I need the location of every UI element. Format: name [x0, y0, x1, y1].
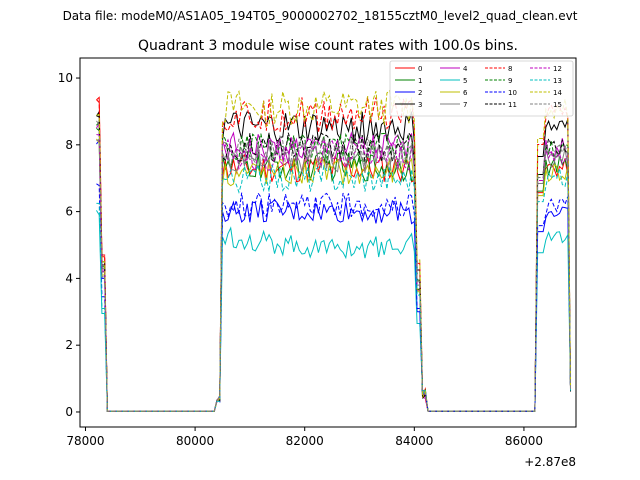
series-line-12: [96, 134, 572, 412]
series-line-14: [96, 89, 572, 412]
axes: 78000 80000 82000 84000 86000 0 2 4 6 8 10: [58, 71, 543, 448]
legend-label-3: 3: [418, 101, 422, 109]
x-tick-label: 80000: [176, 434, 214, 448]
legend-label-2: 2: [418, 89, 422, 97]
legend-label-14: 14: [553, 89, 562, 97]
legend-box: [389, 60, 574, 117]
series-line-0: [96, 96, 572, 412]
x-offset-label: +2.87e8: [524, 455, 576, 469]
y-tick-label: 4: [65, 271, 73, 285]
legend-label-9: 9: [508, 77, 512, 85]
y-tick-label: 8: [65, 138, 73, 152]
suptitle: Data file: modeM0/AS1A05_194T05_90000027…: [63, 9, 578, 23]
legend-label-0: 0: [418, 65, 422, 73]
x-tick-label: 82000: [286, 434, 324, 448]
x-tick-label: 84000: [395, 434, 433, 448]
series-line-5: [96, 210, 572, 412]
legend-label-11: 11: [508, 101, 517, 109]
legend-label-10: 10: [508, 89, 517, 97]
chart-title: Quadrant 3 module wise count rates with …: [138, 38, 518, 54]
y-tick-label: 10: [58, 71, 73, 85]
series-line-3: [96, 110, 572, 412]
x-tick-label: 78000: [66, 434, 104, 448]
series-line-11: [96, 115, 572, 412]
legend-label-7: 7: [463, 101, 467, 109]
legend-label-15: 15: [553, 101, 562, 109]
legend-label-4: 4: [463, 65, 468, 73]
y-tick-label: 2: [65, 338, 73, 352]
y-tick-label: 6: [65, 205, 73, 219]
series-line-13: [96, 162, 572, 412]
y-tick-label: 0: [65, 405, 73, 419]
legend-label-6: 6: [463, 89, 468, 97]
plot-lines: [96, 89, 572, 412]
series-line-9: [96, 127, 572, 412]
legend-label-8: 8: [508, 65, 512, 73]
series-line-10: [96, 183, 572, 412]
legend-label-12: 12: [553, 65, 562, 73]
legend-label-1: 1: [418, 77, 422, 85]
series-line-8: [96, 97, 572, 412]
plot-frame: [79, 57, 577, 428]
legend-label-5: 5: [463, 77, 467, 85]
series-line-15: [96, 135, 572, 412]
legend-label-13: 13: [553, 77, 562, 85]
x-tick-label: 86000: [505, 434, 543, 448]
